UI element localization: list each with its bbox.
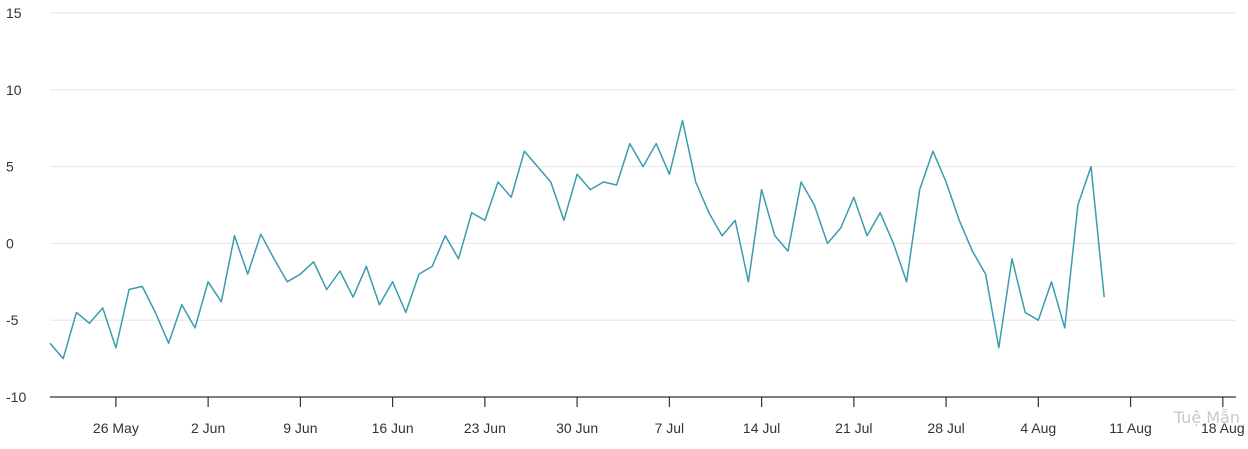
- x-tick-label: 11 Aug: [1109, 420, 1152, 436]
- x-tick-label: 14 Jul: [743, 420, 780, 436]
- y-tick-label: 5: [6, 159, 14, 175]
- x-tick-label: 18 Aug: [1201, 420, 1245, 436]
- x-tick-label: 23 Jun: [464, 420, 506, 436]
- watermark: Tuệ Mẫn: [1173, 408, 1240, 427]
- x-tick-label: 7 Jul: [655, 420, 685, 436]
- x-tick-label: 16 Jun: [372, 420, 414, 436]
- x-tick-label: 21 Jul: [835, 420, 872, 436]
- x-tick-label: 30 Jun: [556, 420, 598, 436]
- x-tick-label: 9 Jun: [283, 420, 317, 436]
- x-tick-label: 28 Jul: [927, 420, 964, 436]
- x-axis-ticks: 26 May 2 Jun 9 Jun 16 Jun 23 Jun 30 Jun 7 Jul 1…: [93, 397, 1245, 436]
- series-line: [49, 119, 1105, 360]
- x-tick-label: 2 Jun: [191, 420, 225, 436]
- y-tick-label: -10: [6, 389, 26, 405]
- y-tick-label: 15: [6, 5, 22, 21]
- y-tick-label: -5: [6, 312, 19, 328]
- x-tick-label: 26 May: [93, 420, 139, 436]
- y-axis-ticks: 15 10 5 0 -5 -10: [6, 5, 26, 405]
- x-tick-label: 4 Aug: [1020, 420, 1056, 436]
- y-tick-label: 0: [6, 235, 14, 251]
- series-layer: [49, 119, 1105, 360]
- y-tick-label: 10: [6, 82, 22, 98]
